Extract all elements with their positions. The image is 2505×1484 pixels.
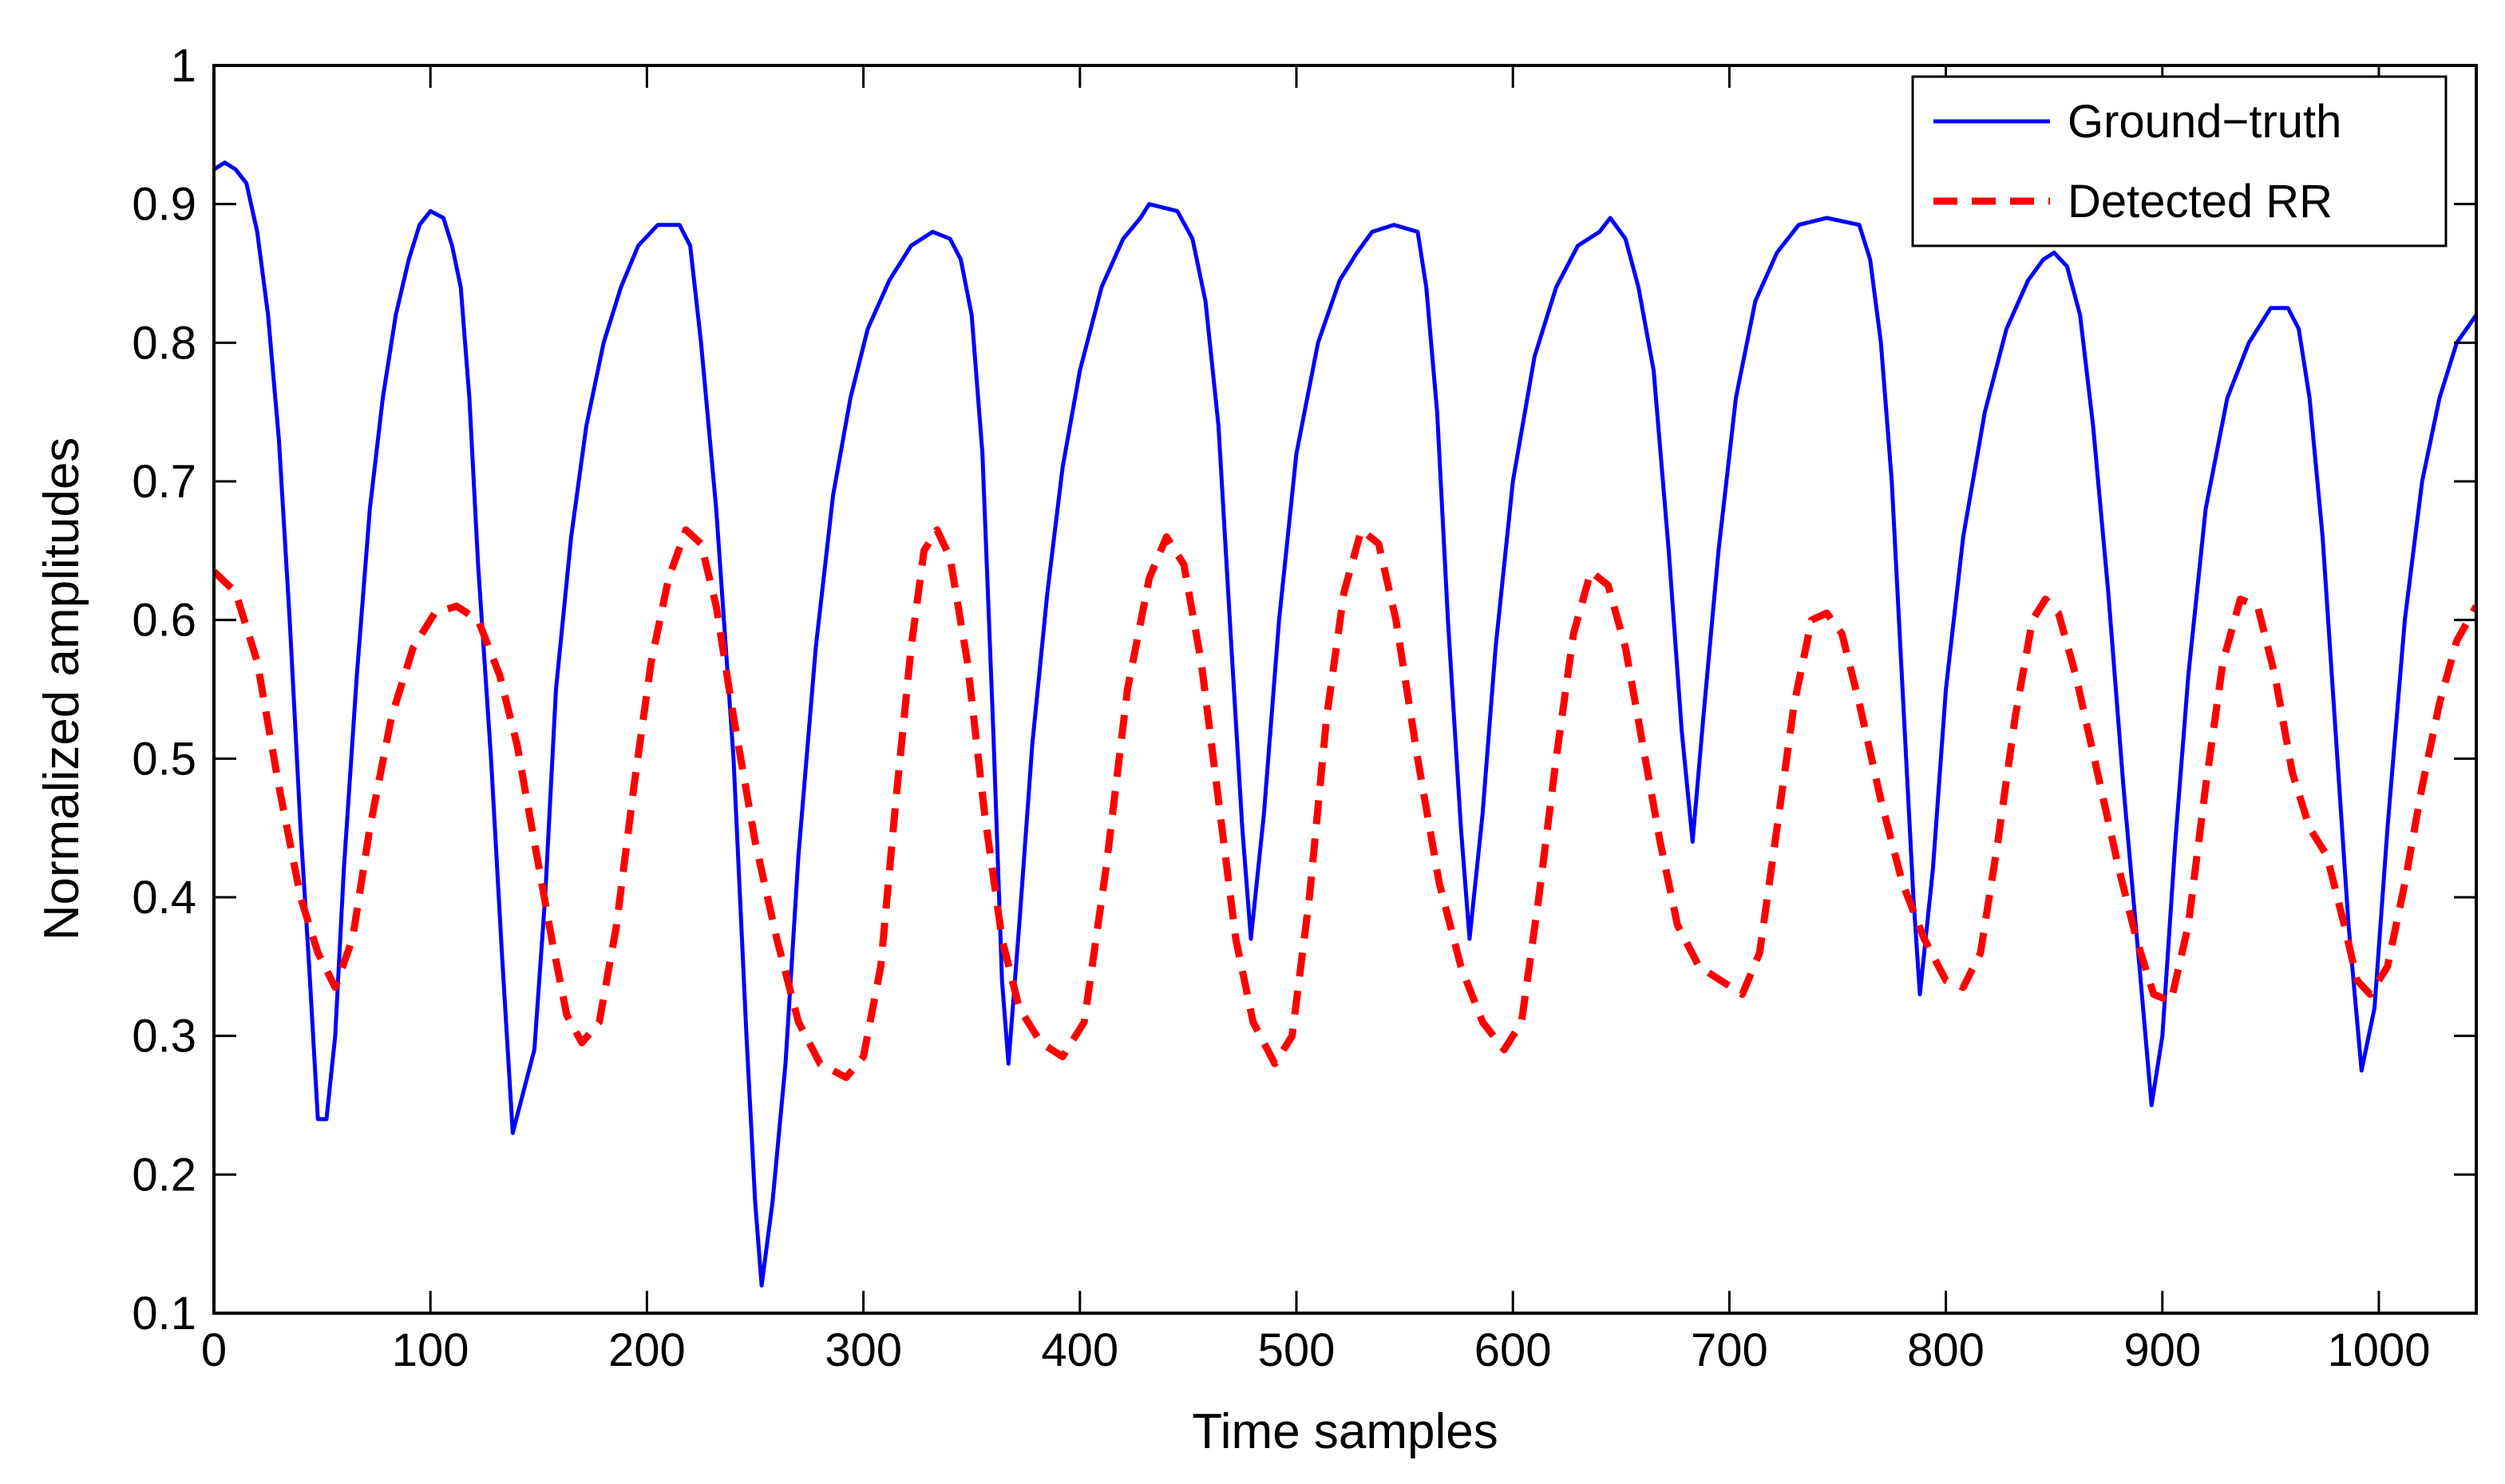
- y-tick-label: 0.7: [132, 456, 196, 508]
- x-tick-label: 700: [1691, 1324, 1768, 1376]
- x-tick-label: 900: [2123, 1324, 2201, 1376]
- y-tick-label: 0.3: [132, 1011, 196, 1063]
- y-tick-label: 0.6: [132, 595, 196, 647]
- axis-ticks: [212, 64, 2476, 1315]
- x-tick-label: 300: [825, 1324, 902, 1376]
- x-tick-label: 0: [201, 1324, 227, 1376]
- series-line-ground-truth: [214, 160, 2476, 1288]
- x-tick-label: 400: [1041, 1324, 1118, 1376]
- series-layer: [214, 160, 2476, 1288]
- y-axis-tick-labels: 0.1 0.2 0.3 0.4 0.5 0.6 0.7 0.8 0.9 1: [132, 40, 196, 1340]
- legend-box: [1911, 75, 2448, 247]
- x-tick-label: 800: [1907, 1324, 1985, 1376]
- y-tick-label: 0.5: [132, 733, 196, 785]
- x-tick-label: 600: [1474, 1324, 1552, 1376]
- x-axis-title: Time samples: [1192, 1404, 1498, 1459]
- x-tick-label: 100: [392, 1324, 469, 1376]
- plot-area-frame: [212, 64, 2478, 1315]
- legend-label-detected-rr: Detected RR: [2068, 176, 2333, 228]
- x-tick-label: 200: [608, 1324, 686, 1376]
- y-tick-label: 0.4: [132, 872, 196, 924]
- y-tick-label: 0.1: [132, 1288, 196, 1340]
- x-tick-label: 500: [1258, 1324, 1336, 1376]
- series-line-detected-rr: [214, 526, 2476, 1082]
- legend: Ground−truth Detected RR: [1911, 75, 2448, 247]
- y-tick-label: 0.2: [132, 1149, 196, 1201]
- y-tick-label: 0.9: [132, 179, 196, 231]
- x-axis-tick-labels: 0 100 200 300 400 500 600 700 800 900 1000: [201, 1324, 2431, 1376]
- legend-label-ground-truth: Ground−truth: [2068, 96, 2341, 148]
- x-tick-label: 1000: [2327, 1324, 2430, 1376]
- y-tick-label: 0.8: [132, 317, 196, 369]
- y-tick-label: 1: [171, 40, 196, 92]
- y-axis-title: Normalized amplitudes: [34, 437, 89, 941]
